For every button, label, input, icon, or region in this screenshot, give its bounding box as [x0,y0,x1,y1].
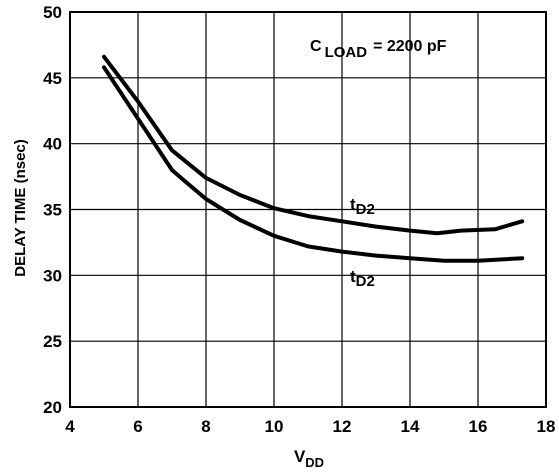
condition-sub: LOAD [325,44,368,61]
x-tick-label: 6 [133,417,142,436]
series-label-lower-main: t [350,267,356,286]
series-label-lower-sub: D2 [356,273,375,290]
y-tick-label: 45 [43,69,62,88]
y-tick-label: 50 [43,3,62,22]
x-tick-label: 10 [265,417,284,436]
y-tick-label: 30 [43,266,62,285]
y-axis-title: DELAY TIME (nsec) [12,139,29,277]
x-tick-label: 16 [469,417,488,436]
series-line-0 [102,54,525,236]
condition-main: C [310,38,322,55]
x-axis-title-main: V [294,447,306,466]
tick-labels: 4 6 8 10 12 14 16 18 20 25 30 35 40 45 50 [43,3,555,436]
y-tick-label: 40 [43,135,62,154]
series-label-upper: tD2 [350,195,375,218]
series-line-1 [102,65,525,263]
x-axis-title: VDD [294,447,324,470]
condition-value: = 2200 pF [373,38,447,55]
x-tick-label: 4 [65,417,75,436]
x-tick-label: 18 [537,417,556,436]
y-tick-label: 20 [43,398,62,417]
load-condition-annotation: C LOAD = 2200 pF [310,38,447,61]
x-axis-title-sub: DD [305,455,324,470]
series-label-upper-main: t [350,195,356,214]
x-tick-label: 8 [201,417,210,436]
x-tick-label: 14 [401,417,420,436]
series-label-lower: tD2 [350,267,375,290]
series-label-upper-sub: D2 [356,201,375,218]
plot-frame [69,11,547,408]
series-lines [102,54,525,263]
y-tick-label: 25 [43,332,62,351]
x-tick-label: 12 [333,417,352,436]
grid-lines [70,12,546,407]
y-tick-label: 35 [43,201,62,220]
